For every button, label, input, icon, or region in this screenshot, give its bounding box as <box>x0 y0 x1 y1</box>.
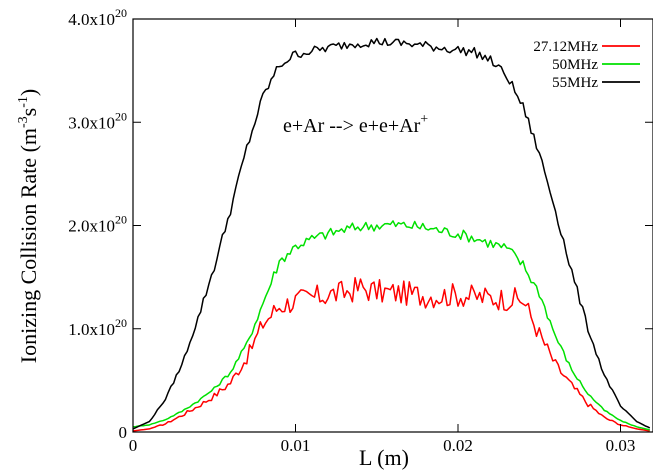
plot-frame <box>132 18 653 433</box>
y-tick-label: 1.0x1020 <box>68 316 127 339</box>
y-tick-label: 3.0x1020 <box>68 109 127 132</box>
y-tick-label: 4.0x1020 <box>68 6 127 29</box>
series-group <box>132 37 651 432</box>
series-line-55MHz <box>132 37 651 430</box>
x-tick-label: 0.02 <box>443 436 473 455</box>
legend-label: 27.12MHz <box>533 39 598 55</box>
x-tick-label: 0.03 <box>606 436 636 455</box>
legend: 27.12MHz 50MHz 55MHz <box>533 39 640 91</box>
series-line-50MHz <box>132 220 650 431</box>
series-line-27.12MHz <box>132 277 650 432</box>
legend-label: 55MHz <box>552 75 598 91</box>
legend-label: 50MHz <box>552 57 598 73</box>
reaction-annotation: e+Ar --> e+e+Ar+ <box>283 112 428 137</box>
tick-group: 0 0.01 0.02 0.03 0 1.0x1020 2.0x1020 3.0x1020 4.… <box>68 6 653 455</box>
x-tick-label: 0.01 <box>281 436 311 455</box>
y-axis-title: Ionizing Collision Rate (m-3s-1) <box>16 89 41 364</box>
x-tick-label: 0 <box>129 436 138 455</box>
x-axis-title: L (m) <box>359 445 409 470</box>
y-tick-label: 0 <box>119 423 128 442</box>
y-tick-label: 2.0x1020 <box>68 213 127 236</box>
